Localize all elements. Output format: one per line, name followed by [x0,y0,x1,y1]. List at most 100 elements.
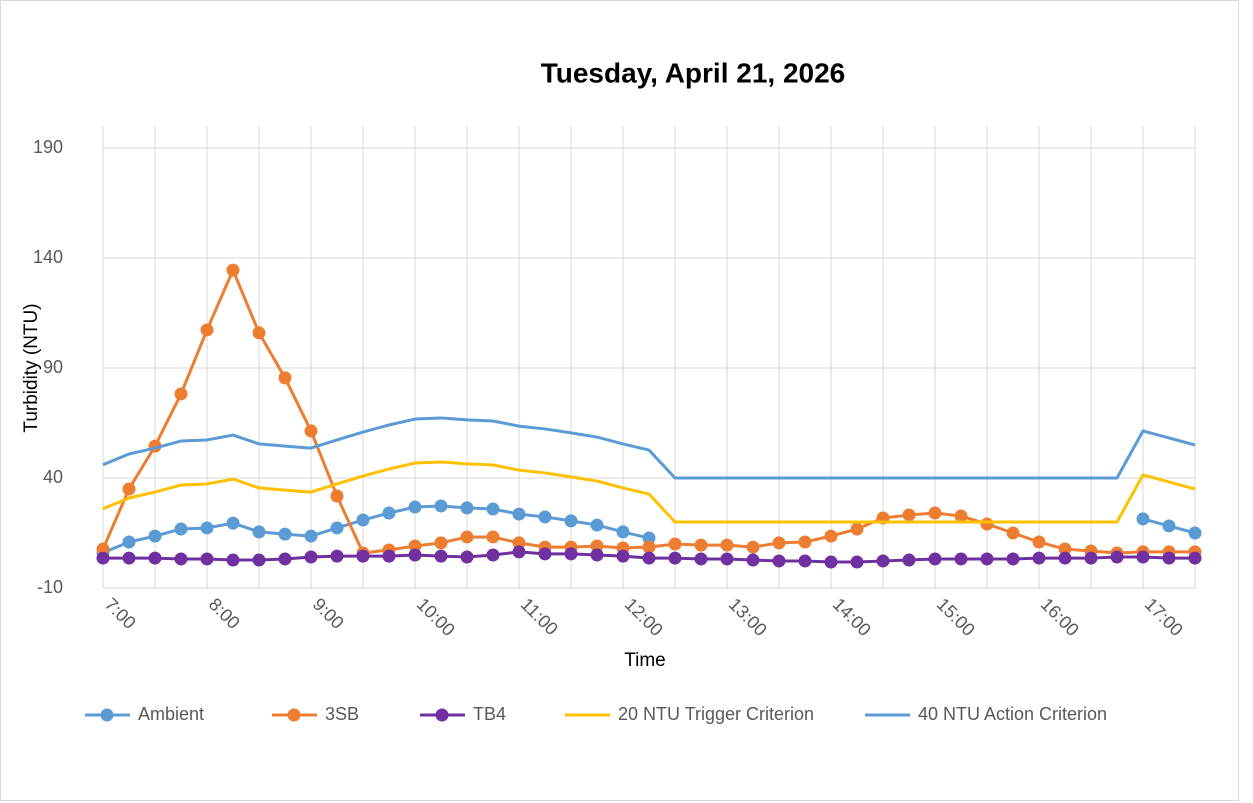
data-point [668,537,682,551]
data-point [980,552,994,566]
data-point [304,529,318,543]
data-point [850,555,864,569]
data-point [616,525,630,539]
data-point [278,527,292,541]
data-point [382,549,396,563]
data-point [668,551,682,565]
data-point [512,507,526,521]
data-point [96,542,110,556]
data-point [486,548,500,562]
data-point [330,521,344,535]
data-point [928,506,942,520]
data-point [1110,550,1124,564]
legend-label: 20 NTU Trigger Criterion [618,704,814,724]
data-point [564,514,578,528]
data-point [538,547,552,561]
series-line [102,416,1196,480]
data-point [252,326,266,340]
data-point [278,371,292,385]
data-point [512,545,526,559]
data-point [122,482,136,496]
series-line [102,460,1196,524]
data-point [902,508,916,522]
data-point [642,551,656,565]
data-point [694,538,708,552]
y-tick-label: 90 [43,357,63,377]
chart-title: Tuesday, April 21, 2026 [541,57,846,88]
data-point [980,517,994,531]
data-point [720,538,734,552]
data-point [200,521,214,535]
series [102,416,1196,480]
data-point [226,263,240,277]
data-point [590,518,604,532]
y-tick-label: 190 [33,137,63,157]
data-point [122,535,136,549]
data-point [252,525,266,539]
data-point [486,502,500,516]
data-point [486,530,500,544]
data-point [356,513,370,527]
data-point [798,554,812,568]
data-point [720,552,734,566]
data-point [174,552,188,566]
data-point [824,555,838,569]
y-axis-title: Turbidity (NTU) [21,303,42,432]
data-point [460,501,474,515]
legend-marker [435,708,449,722]
data-point [772,554,786,568]
series-line [102,504,650,555]
data-point [928,552,942,566]
data-point [408,548,422,562]
data-point [382,506,396,520]
data-point [148,529,162,543]
y-tick-label: -10 [37,577,63,597]
data-point [746,553,760,567]
data-point [1162,551,1176,565]
data-point [96,551,110,565]
data-point [512,536,526,550]
legend-label: TB4 [473,704,506,724]
data-point [772,536,786,550]
data-point [1006,552,1020,566]
data-point [746,540,760,554]
data-point [174,522,188,536]
data-point [1058,542,1072,556]
data-point [642,540,656,554]
data-point [408,500,422,514]
data-point [356,549,370,563]
data-point [564,547,578,561]
data-point [122,551,136,565]
data-point [278,552,292,566]
legend-marker [287,708,301,722]
data-point [1136,550,1150,564]
data-point [460,550,474,564]
series [96,499,1202,560]
y-tick-label: 40 [43,467,63,487]
data-point [148,551,162,565]
data-point [1188,551,1202,565]
data-point [1136,512,1150,526]
data-point [694,552,708,566]
data-point [876,554,890,568]
y-tick-label: 140 [33,247,63,267]
data-point [954,509,968,523]
data-point [1032,551,1046,565]
data-point [1032,535,1046,549]
data-point [616,549,630,563]
data-point [1058,551,1072,565]
data-point [434,499,448,513]
data-point [798,535,812,549]
legend-label: Ambient [138,704,204,724]
legend-label: 40 NTU Action Criterion [918,704,1107,724]
data-point [954,552,968,566]
series [96,545,1202,569]
data-point [538,510,552,524]
data-point [1188,526,1202,540]
data-point [252,553,266,567]
data-point [330,489,344,503]
data-point [902,553,916,567]
data-point [850,522,864,536]
